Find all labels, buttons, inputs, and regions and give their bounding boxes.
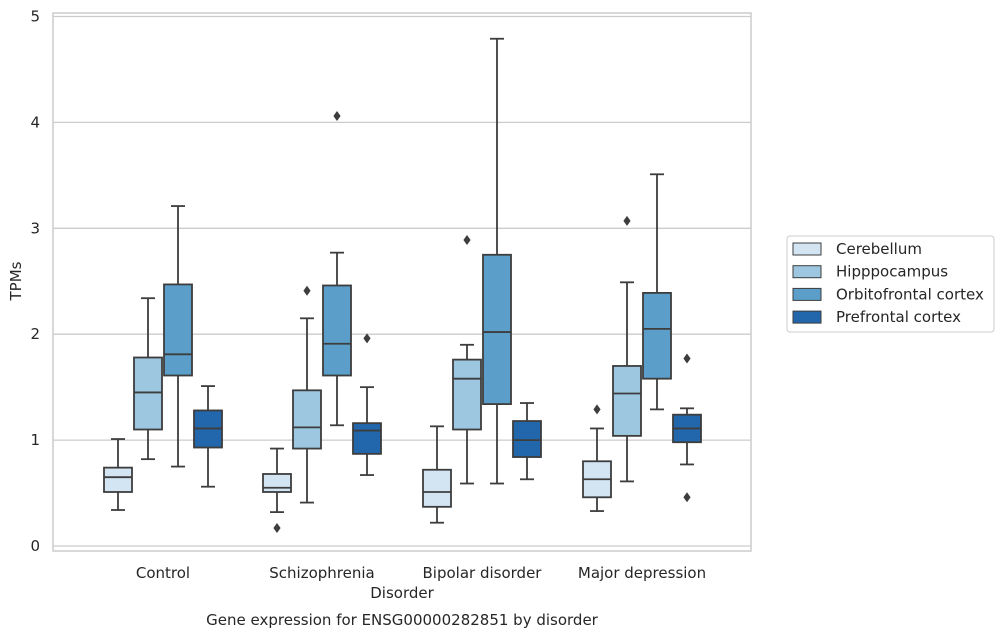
y-tick-label: 4: [30, 113, 40, 131]
box-iqr: [262, 473, 292, 493]
legend-label: Cerebellum: [836, 240, 922, 258]
box-iqr: [642, 291, 672, 380]
box-0-3: [582, 404, 612, 512]
x-tick-label: Major depression: [578, 564, 706, 582]
outlier-point: [593, 404, 601, 415]
box-3-2: [512, 402, 542, 481]
box-3-0: [193, 385, 223, 488]
x-axis-label: Disorder: [370, 584, 434, 602]
y-axis-label: TPMs: [7, 261, 25, 301]
box-iqr: [612, 365, 642, 437]
box-groups: [103, 37, 702, 533]
legend-swatch: [792, 310, 822, 324]
legend-frame: [786, 235, 995, 333]
y-tick-label: 2: [30, 325, 40, 343]
outlier-point: [303, 285, 311, 296]
y-axis-ticks: 0 1 2 3 4 5: [30, 8, 40, 556]
legend-swatch: [792, 287, 822, 301]
outlier-point: [273, 522, 281, 533]
y-tick-label: 5: [30, 8, 40, 26]
x-axis-ticks: Control Schizophrenia Bipolar disorder Majo…: [136, 564, 706, 582]
box-iqr: [322, 284, 352, 377]
box-3-1: [352, 333, 382, 476]
outlier-point: [623, 215, 631, 226]
gridlines: [53, 15, 751, 547]
legend-swatch: [792, 242, 822, 256]
legend-label: Orbitofrontal cortex: [836, 285, 984, 303]
box-0-1: [262, 447, 292, 533]
box-3-3: [672, 353, 702, 503]
box-0-0: [103, 438, 133, 511]
box-iqr: [482, 253, 512, 405]
outlier-point: [463, 234, 471, 245]
box-iqr: [163, 283, 193, 377]
legend-label: Hipppocampus: [836, 263, 948, 281]
plot-frame: [52, 12, 752, 552]
box-iqr: [103, 466, 133, 493]
x-tick-label: Bipolar disorder: [423, 564, 543, 582]
box-0-2: [422, 425, 452, 524]
box-2-3: [642, 173, 672, 411]
y-tick-label: 0: [30, 537, 40, 555]
legend-items: Cerebellum Hipppocampus Orbitofrontal cort…: [792, 240, 984, 326]
legend: Cerebellum Hipppocampus Orbitofrontal cort…: [786, 235, 995, 333]
box-iqr: [452, 358, 482, 431]
outlier-point: [683, 492, 691, 503]
y-tick-label: 3: [30, 219, 40, 237]
x-tick-label: Schizophrenia: [269, 564, 374, 582]
outlier-point: [683, 353, 691, 364]
outlier-point: [333, 111, 341, 122]
x-tick-label: Control: [136, 564, 190, 582]
box-2-2: [482, 37, 512, 485]
box-iqr: [422, 468, 452, 508]
box-iqr: [133, 356, 163, 431]
box-iqr: [352, 422, 382, 455]
box-iqr: [292, 389, 322, 450]
chart-caption: Gene expression for ENSG00000282851 by d…: [206, 611, 599, 629]
box-1-2: [452, 234, 482, 485]
box-1-3: [612, 215, 642, 483]
box-2-1: [322, 111, 352, 427]
box-1-0: [133, 297, 163, 461]
box-1-1: [292, 285, 322, 504]
y-tick-label: 1: [30, 431, 40, 449]
legend-swatch: [792, 265, 822, 279]
legend-label: Prefrontal cortex: [836, 308, 961, 326]
outlier-point: [363, 333, 371, 344]
box-iqr: [512, 420, 542, 458]
box-2-0: [163, 205, 193, 468]
